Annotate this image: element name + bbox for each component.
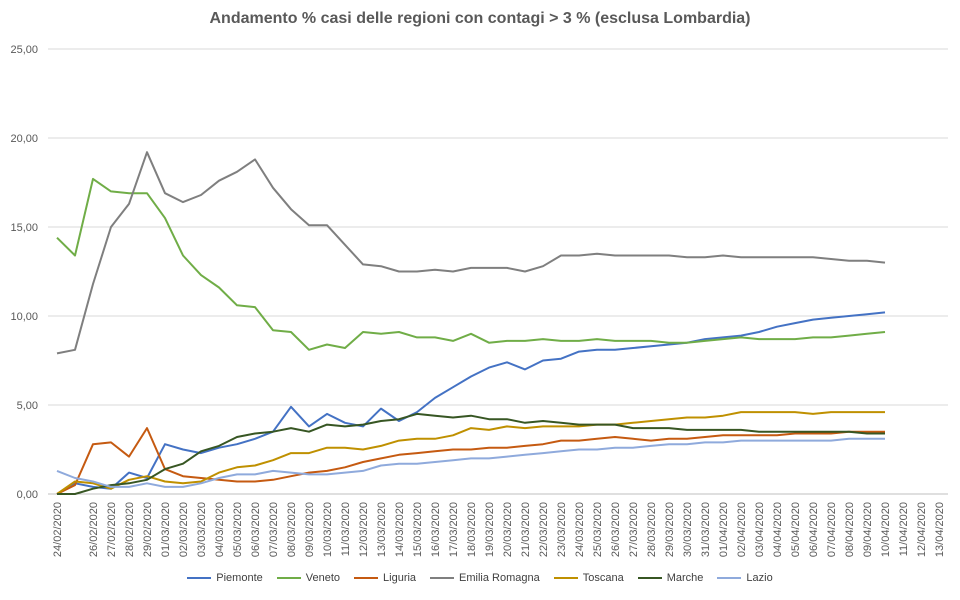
legend-item: Piemonte xyxy=(187,572,263,584)
x-tick-label: 17/03/2020 xyxy=(448,502,460,557)
x-tick-label: 07/04/2020 xyxy=(826,502,838,557)
x-tick-label: 24/03/2020 xyxy=(574,502,586,557)
x-tick-label: 18/03/2020 xyxy=(466,502,478,557)
legend-item: Lazio xyxy=(717,572,773,584)
x-tick-label: 10/03/2020 xyxy=(322,502,334,557)
series-line-toscana xyxy=(56,411,885,495)
x-tick-label: 04/03/2020 xyxy=(214,502,226,557)
y-tick-label: 0,00 xyxy=(17,489,38,501)
x-tick-label: 05/03/2020 xyxy=(232,502,244,557)
x-tick-label: 20/03/2020 xyxy=(502,502,514,557)
x-tick-label: 10/04/2020 xyxy=(880,502,892,557)
x-tick-label: 28/03/2020 xyxy=(646,502,658,557)
legend-label: Piemonte xyxy=(216,572,263,584)
x-tick-label: 07/03/2020 xyxy=(268,502,280,557)
x-tick-label: 12/04/2020 xyxy=(916,502,928,557)
x-axis-ticks: 24/02/2020 26/02/2020 27/02/2020 28/02/2020… xyxy=(52,502,946,557)
x-tick-label: 24/02/2020 xyxy=(52,502,64,557)
legend-swatch xyxy=(354,577,379,579)
x-tick-label: 26/02/2020 xyxy=(88,502,100,557)
series-line-liguria xyxy=(56,427,885,495)
x-tick-label: 26/03/2020 xyxy=(610,502,622,557)
x-tick-label: 03/04/2020 xyxy=(754,502,766,557)
x-tick-label: 08/03/2020 xyxy=(286,502,298,557)
x-tick-label: 27/02/2020 xyxy=(106,502,118,557)
legend-label: Veneto xyxy=(305,572,341,584)
y-tick-label: 25,00 xyxy=(10,44,38,56)
x-tick-label: 22/03/2020 xyxy=(538,502,550,557)
x-tick-label: 11/04/2020 xyxy=(898,502,910,556)
y-tick-label: 10,00 xyxy=(10,311,38,323)
legend-label: Lazio xyxy=(746,572,773,584)
x-tick-label: 02/03/2020 xyxy=(178,502,190,557)
x-tick-label: 05/04/2020 xyxy=(790,502,802,557)
x-tick-label: 01/03/2020 xyxy=(160,502,172,557)
legend-swatch xyxy=(553,577,578,579)
y-tick-label: 5,00 xyxy=(17,400,38,412)
x-tick-label: 08/04/2020 xyxy=(844,502,856,557)
x-tick-label: 30/03/2020 xyxy=(682,502,694,557)
x-tick-label: 16/03/2020 xyxy=(430,502,442,557)
x-tick-label: 29/02/2020 xyxy=(142,502,154,557)
x-tick-label: 28/02/2020 xyxy=(124,502,136,557)
x-tick-label: 02/04/2020 xyxy=(736,502,748,557)
legend-swatch xyxy=(637,577,662,579)
x-tick-label: 23/03/2020 xyxy=(556,502,568,557)
series-lines xyxy=(56,151,886,495)
x-tick-label: 31/03/2020 xyxy=(700,502,712,557)
series-line-marche xyxy=(57,412,885,495)
x-tick-label: 19/03/2020 xyxy=(484,502,496,557)
y-tick-label: 15,00 xyxy=(10,222,38,234)
x-tick-label: 09/03/2020 xyxy=(304,502,316,557)
gridlines xyxy=(48,48,948,495)
legend-label: Emilia Romagna xyxy=(459,572,540,584)
legend-swatch xyxy=(430,577,455,579)
x-tick-label: 15/03/2020 xyxy=(412,502,424,557)
series-line-veneto xyxy=(56,177,886,351)
x-tick-label: 06/03/2020 xyxy=(250,502,262,557)
legend-item: Emilia Romagna xyxy=(430,572,540,584)
legend-item: Marche xyxy=(637,572,704,584)
legend-swatch xyxy=(187,577,212,579)
series-line-emilia-romagna xyxy=(56,151,886,355)
legend-label: Marche xyxy=(666,572,704,584)
x-tick-label: 27/03/2020 xyxy=(628,502,640,557)
x-tick-label: 29/03/2020 xyxy=(664,502,676,557)
legend-item: Liguria xyxy=(354,572,416,584)
x-tick-label: 14/03/2020 xyxy=(394,502,406,557)
legend-item: Toscana xyxy=(553,572,624,584)
series-line-piemonte xyxy=(56,311,886,495)
x-tick-label: 09/04/2020 xyxy=(862,502,874,557)
x-tick-label: 13/04/2020 xyxy=(934,502,946,557)
y-tick-label: 20,00 xyxy=(10,133,38,145)
x-tick-label: 06/04/2020 xyxy=(808,502,820,557)
x-tick-label: 21/03/2020 xyxy=(520,502,532,557)
legend-label: Liguria xyxy=(383,572,417,584)
x-tick-label: 25/03/2020 xyxy=(592,502,604,557)
x-tick-label: 03/03/2020 xyxy=(196,502,208,557)
legend-item: Veneto xyxy=(276,572,341,584)
x-tick-label: 04/04/2020 xyxy=(772,502,784,557)
y-axis-ticks: 0,00 5,00 10,00 15,00 20,00 25,00 xyxy=(10,44,38,501)
x-tick-label: 01/04/2020 xyxy=(718,502,730,557)
x-tick-label: 13/03/2020 xyxy=(376,502,388,557)
x-tick-label: 12/03/2020 xyxy=(358,502,370,557)
chart-title: Andamento % casi delle regioni con conta… xyxy=(209,10,751,27)
legend-swatch xyxy=(717,577,742,579)
legend: Piemonte Veneto Liguria Emilia Romagna Tosca… xyxy=(0,572,960,584)
x-tick-label: 11/03/2020 xyxy=(340,502,352,556)
legend-label: Toscana xyxy=(582,572,624,584)
series-line-lazio xyxy=(56,437,885,488)
legend-swatch xyxy=(276,577,301,579)
